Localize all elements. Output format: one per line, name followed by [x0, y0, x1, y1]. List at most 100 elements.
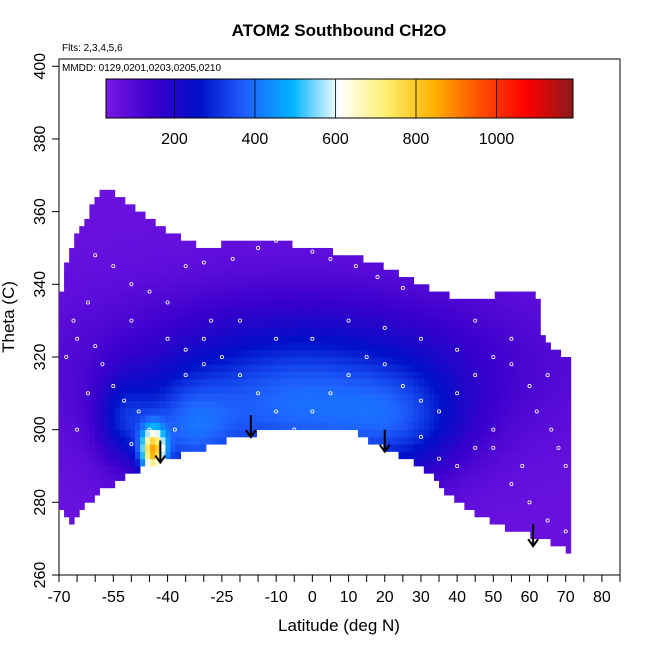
field-cell: [312, 247, 318, 256]
field-cell: [413, 378, 420, 387]
field-cell: [373, 313, 379, 322]
field-cell: [393, 444, 399, 452]
sample-point: [364, 354, 369, 359]
sample-point: [310, 249, 315, 254]
field-cell: [499, 516, 506, 525]
field-cell: [418, 364, 425, 372]
field-cell: [418, 284, 425, 292]
field-cell: [469, 393, 475, 401]
field-cell: [535, 386, 541, 394]
field-cell: [297, 291, 303, 300]
field-cell: [190, 386, 197, 394]
field-cell: [145, 458, 151, 467]
field-cell: [64, 436, 70, 445]
field-cell: [357, 335, 364, 343]
field-cell: [246, 422, 252, 431]
field-cell: [423, 393, 430, 401]
field-cell: [408, 436, 415, 445]
field-cell: [439, 415, 445, 423]
field-cell: [383, 298, 389, 307]
field-cell: [256, 393, 263, 401]
field-cell: [145, 240, 151, 249]
field-cell: [342, 386, 349, 394]
field-cell: [281, 364, 288, 372]
field-cell: [140, 371, 146, 380]
field-cell: [261, 356, 268, 365]
field-cell: [190, 313, 197, 322]
field-cell: [205, 284, 212, 292]
field-cell: [504, 378, 511, 387]
field-cell: [479, 378, 486, 387]
field-cell: [287, 415, 293, 423]
field-cell: [302, 364, 308, 372]
field-cell: [545, 458, 551, 467]
field-cell: [388, 284, 394, 292]
field-cell: [200, 262, 207, 271]
field-cell: [84, 422, 90, 431]
field-cell: [84, 277, 90, 285]
field-cell: [150, 269, 156, 278]
field-cell: [281, 335, 288, 343]
field-cell: [398, 393, 404, 401]
field-cell: [327, 262, 334, 271]
field-cell: [89, 269, 95, 278]
field-cell: [135, 262, 141, 271]
field-cell: [499, 349, 506, 358]
field-cell: [160, 306, 166, 314]
field-cell: [79, 371, 85, 380]
field-cell: [99, 473, 106, 481]
field-cell: [104, 226, 111, 234]
field-cell: [449, 378, 455, 387]
field-cell: [449, 473, 455, 481]
field-cell: [504, 342, 511, 351]
field-cell: [509, 451, 516, 460]
field-cell: [540, 473, 546, 481]
field-cell: [271, 364, 278, 372]
sample-point: [509, 362, 514, 367]
field-cell: [135, 291, 141, 300]
field-cell: [515, 524, 521, 532]
field-cell: [418, 444, 425, 452]
field-cell: [140, 386, 146, 394]
field-cell: [129, 407, 136, 416]
field-cell: [241, 349, 247, 358]
field-cell: [276, 364, 283, 372]
y-tick-label: 280: [32, 489, 49, 516]
field-cell: [388, 291, 394, 300]
field-cell: [190, 327, 197, 336]
field-cell: [540, 436, 546, 445]
field-cell: [302, 400, 308, 409]
field-cell: [520, 393, 526, 401]
field-cell: [423, 313, 430, 322]
field-cell: [114, 262, 121, 271]
field-cell: [140, 247, 146, 256]
ch2o-field: [59, 189, 572, 554]
field-cell: [99, 226, 106, 234]
field-cell: [444, 364, 450, 372]
field-cell: [545, 465, 551, 474]
field-cell: [474, 306, 480, 314]
field-cell: [211, 393, 217, 401]
field-cell: [439, 291, 445, 300]
field-cell: [388, 386, 394, 394]
field-cell: [266, 364, 273, 372]
field-cell: [266, 313, 273, 322]
field-cell: [251, 313, 258, 322]
field-cell: [84, 407, 90, 416]
field-cell: [332, 415, 339, 423]
field-cell: [94, 444, 100, 452]
field-cell: [469, 313, 475, 322]
field-cell: [94, 197, 100, 205]
field-cell: [474, 356, 480, 365]
field-cell: [114, 444, 121, 452]
field-cell: [165, 313, 171, 322]
field-cell: [170, 240, 176, 249]
field-cell: [484, 400, 491, 409]
field-cell: [84, 349, 90, 358]
field-cell: [347, 378, 354, 387]
field-cell: [74, 371, 80, 380]
field-cell: [165, 364, 171, 372]
field-cell: [312, 306, 318, 314]
field-cell: [226, 400, 232, 409]
field-cell: [439, 356, 445, 365]
